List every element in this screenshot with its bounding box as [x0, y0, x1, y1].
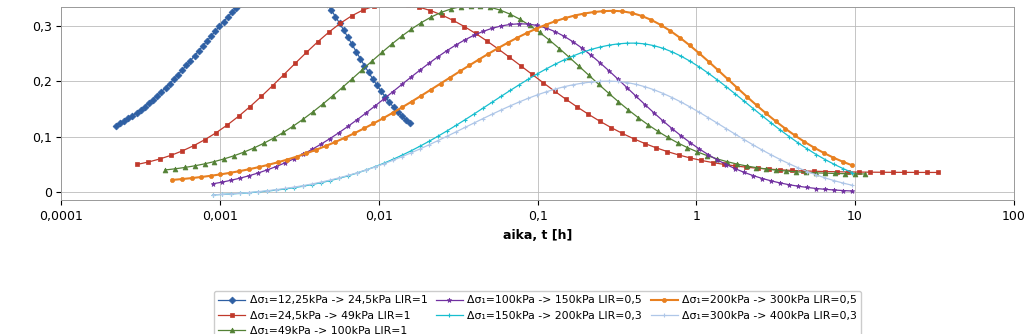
Δσ₁=150kPa -> 200kPa LIR=0,3: [846, 171, 858, 175]
Δσ₁=150kPa -> 200kPa LIR=0,3: [612, 42, 625, 46]
Δσ₁=49kPa -> 100kPa LIR=1: [563, 55, 575, 59]
Δσ₁=24,5kPa -> 49kPa LIR=1: [244, 105, 256, 109]
Δσ₁=150kPa -> 200kPa LIR=0,3: [207, 193, 219, 197]
Δσ₁=200kPa -> 300kPa LIR=0,5: [262, 163, 274, 167]
Δσ₁=300kPa -> 400kPa LIR=0,3: [359, 168, 372, 172]
Δσ₁=150kPa -> 200kPa LIR=0,3: [567, 54, 580, 58]
Δσ₁=200kPa -> 300kPa LIR=0,5: [607, 9, 620, 13]
Δσ₁=200kPa -> 300kPa LIR=0,5: [549, 19, 561, 23]
Δσ₁=49kPa -> 100kPa LIR=1: [465, 4, 477, 8]
Line: Δσ₁=12,25kPa -> 24,5kPa LIR=1: Δσ₁=12,25kPa -> 24,5kPa LIR=1: [114, 0, 413, 128]
Δσ₁=24,5kPa -> 49kPa LIR=1: [390, 2, 402, 6]
Δσ₁=100kPa -> 150kPa LIR=0,5: [648, 111, 660, 115]
Δσ₁=300kPa -> 400kPa LIR=0,3: [846, 183, 858, 187]
Δσ₁=300kPa -> 400kPa LIR=0,3: [567, 83, 580, 87]
Δσ₁=200kPa -> 300kPa LIR=0,5: [636, 14, 648, 18]
Δσ₁=49kPa -> 100kPa LIR=1: [257, 141, 269, 145]
Δσ₁=150kPa -> 200kPa LIR=0,3: [630, 41, 642, 45]
Δσ₁=24,5kPa -> 49kPa LIR=1: [650, 146, 663, 150]
Δσ₁=49kPa -> 100kPa LIR=1: [327, 94, 339, 98]
Line: Δσ₁=24,5kPa -> 49kPa LIR=1: Δσ₁=24,5kPa -> 49kPa LIR=1: [135, 1, 941, 175]
Δσ₁=49kPa -> 100kPa LIR=1: [859, 172, 871, 176]
Δσ₁=200kPa -> 300kPa LIR=0,5: [166, 178, 178, 182]
Δσ₁=24,5kPa -> 49kPa LIR=1: [594, 119, 606, 123]
Δσ₁=49kPa -> 100kPa LIR=1: [395, 34, 408, 38]
Δσ₁=12,25kPa -> 24,5kPa LIR=1: [152, 94, 164, 98]
Δσ₁=150kPa -> 200kPa LIR=0,3: [648, 44, 660, 48]
Δσ₁=24,5kPa -> 49kPa LIR=1: [131, 162, 143, 166]
X-axis label: aika, t [h]: aika, t [h]: [503, 229, 572, 242]
Δσ₁=49kPa -> 100kPa LIR=1: [159, 168, 171, 172]
Δσ₁=300kPa -> 400kPa LIR=0,3: [648, 88, 660, 92]
Δσ₁=100kPa -> 150kPa LIR=0,5: [846, 189, 858, 193]
Δσ₁=12,25kPa -> 24,5kPa LIR=1: [110, 124, 122, 128]
Δσ₁=300kPa -> 400kPa LIR=0,3: [622, 80, 634, 85]
Δσ₁=200kPa -> 300kPa LIR=0,5: [846, 163, 858, 167]
Δσ₁=100kPa -> 150kPa LIR=0,5: [622, 86, 634, 90]
Δσ₁=24,5kPa -> 49kPa LIR=1: [932, 170, 944, 174]
Δσ₁=24,5kPa -> 49kPa LIR=1: [413, 5, 425, 9]
Δσ₁=100kPa -> 150kPa LIR=0,5: [423, 61, 435, 65]
Line: Δσ₁=200kPa -> 300kPa LIR=0,5: Δσ₁=200kPa -> 300kPa LIR=0,5: [170, 9, 854, 182]
Line: Δσ₁=300kPa -> 400kPa LIR=0,3: Δσ₁=300kPa -> 400kPa LIR=0,3: [211, 79, 855, 197]
Δσ₁=300kPa -> 400kPa LIR=0,3: [297, 184, 309, 188]
Line: Δσ₁=49kPa -> 100kPa LIR=1: Δσ₁=49kPa -> 100kPa LIR=1: [163, 3, 867, 176]
Δσ₁=100kPa -> 150kPa LIR=0,5: [207, 182, 219, 186]
Δσ₁=300kPa -> 400kPa LIR=0,3: [603, 79, 615, 83]
Δσ₁=100kPa -> 150kPa LIR=0,5: [359, 111, 372, 115]
Δσ₁=300kPa -> 400kPa LIR=0,3: [207, 193, 219, 197]
Δσ₁=150kPa -> 200kPa LIR=0,3: [423, 139, 435, 143]
Δσ₁=200kPa -> 300kPa LIR=0,5: [329, 140, 341, 144]
Δσ₁=49kPa -> 100kPa LIR=1: [642, 123, 654, 127]
Δσ₁=24,5kPa -> 49kPa LIR=1: [323, 30, 335, 34]
Δσ₁=12,25kPa -> 24,5kPa LIR=1: [209, 29, 221, 33]
Δσ₁=200kPa -> 300kPa LIR=0,5: [396, 105, 409, 109]
Δσ₁=12,25kPa -> 24,5kPa LIR=1: [180, 63, 193, 67]
Δσ₁=12,25kPa -> 24,5kPa LIR=1: [403, 121, 416, 125]
Legend: Δσ₁=12,25kPa -> 24,5kPa LIR=1, Δσ₁=24,5kPa -> 49kPa LIR=1, Δσ₁=49kPa -> 100kPa L: Δσ₁=12,25kPa -> 24,5kPa LIR=1, Δσ₁=24,5k…: [214, 291, 861, 334]
Line: Δσ₁=150kPa -> 200kPa LIR=0,3: Δσ₁=150kPa -> 200kPa LIR=0,3: [211, 41, 855, 197]
Δσ₁=150kPa -> 200kPa LIR=0,3: [297, 184, 309, 188]
Δσ₁=24,5kPa -> 49kPa LIR=1: [684, 156, 696, 160]
Δσ₁=300kPa -> 400kPa LIR=0,3: [423, 143, 435, 147]
Δσ₁=100kPa -> 150kPa LIR=0,5: [297, 152, 309, 156]
Δσ₁=150kPa -> 200kPa LIR=0,3: [359, 168, 372, 172]
Δσ₁=100kPa -> 150kPa LIR=0,5: [577, 46, 589, 50]
Δσ₁=100kPa -> 150kPa LIR=0,5: [513, 22, 525, 26]
Δσ₁=49kPa -> 100kPa LIR=1: [612, 100, 625, 104]
Δσ₁=200kPa -> 300kPa LIR=0,5: [597, 9, 609, 13]
Line: Δσ₁=100kPa -> 150kPa LIR=0,5: Δσ₁=100kPa -> 150kPa LIR=0,5: [211, 21, 855, 193]
